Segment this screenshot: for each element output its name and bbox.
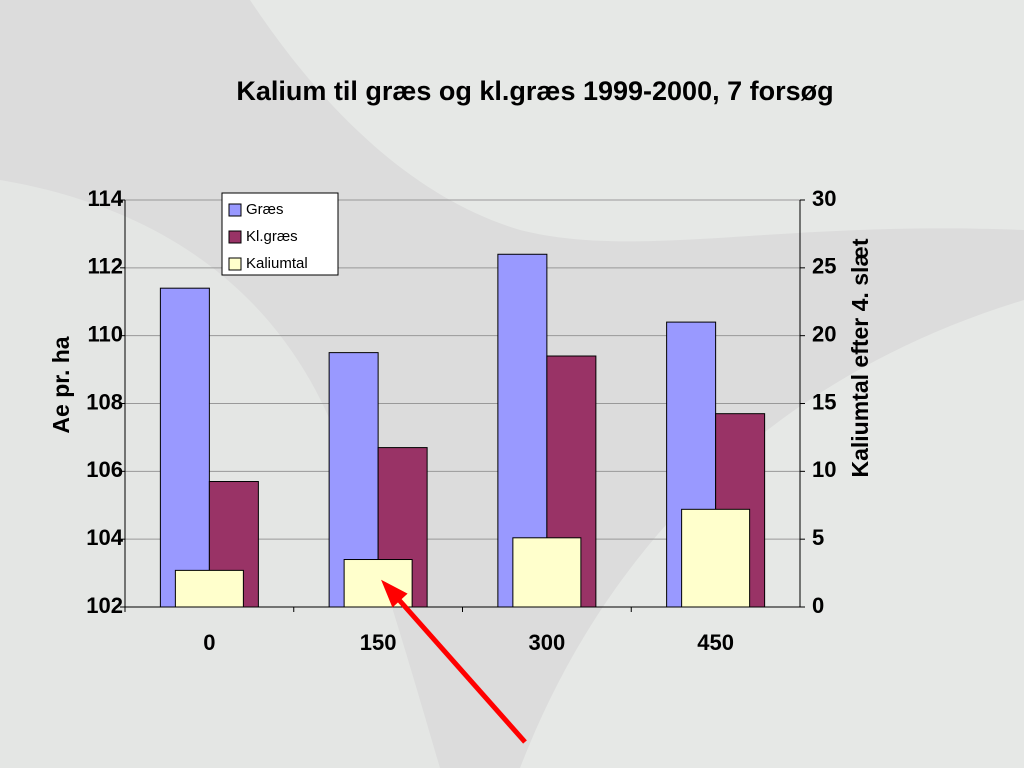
legend-label: Kaliumtal: [246, 255, 308, 272]
leaf-shape: [0, 180, 440, 768]
legend-swatch: [228, 230, 242, 244]
bar: [343, 559, 413, 608]
legend-swatch: [228, 203, 242, 217]
leaf-shape: [250, 0, 1024, 242]
y-tick-label: 106: [86, 457, 123, 482]
y-tick-label: 112: [88, 254, 124, 279]
y2-tick-label: 15: [812, 389, 836, 414]
bar: [681, 508, 751, 608]
bar: [174, 569, 244, 608]
legend-swatch: [228, 257, 242, 271]
leaf-shape: [520, 300, 1024, 768]
y2-axis-label: Kaliumtal efter 4. slæt: [847, 238, 873, 477]
bar: [512, 537, 582, 608]
x-tick-label: 0: [203, 630, 215, 655]
y-tick-label: 108: [86, 389, 123, 414]
arrow-head: [381, 579, 408, 608]
y-axis-label: Ae pr. ha: [48, 336, 74, 433]
y-tick-label: 110: [88, 321, 124, 346]
legend-label: Kl.græs: [246, 228, 298, 245]
y-tick-label: 114: [88, 186, 124, 211]
y2-tick-label: 30: [812, 186, 836, 211]
y-tick-label: 102: [86, 593, 123, 618]
y2-tick-label: 20: [812, 321, 836, 346]
bar: [159, 287, 210, 608]
y2-tick-label: 0: [812, 593, 824, 618]
legend-label: Græs: [246, 201, 284, 218]
y-tick-label: 104: [86, 525, 123, 550]
y2-tick-label: 10: [812, 457, 836, 482]
chart-title: Kalium til græs og kl.græs 1999-2000, 7 …: [236, 76, 833, 106]
arrow-shaft: [390, 590, 527, 744]
x-tick-label: 150: [360, 630, 397, 655]
x-tick-label: 450: [697, 630, 734, 655]
y2-tick-label: 5: [812, 525, 824, 550]
y2-tick-label: 25: [812, 254, 836, 279]
legend: Græs Kl.græs Kaliumtal: [221, 192, 339, 276]
x-tick-label: 300: [529, 630, 566, 655]
